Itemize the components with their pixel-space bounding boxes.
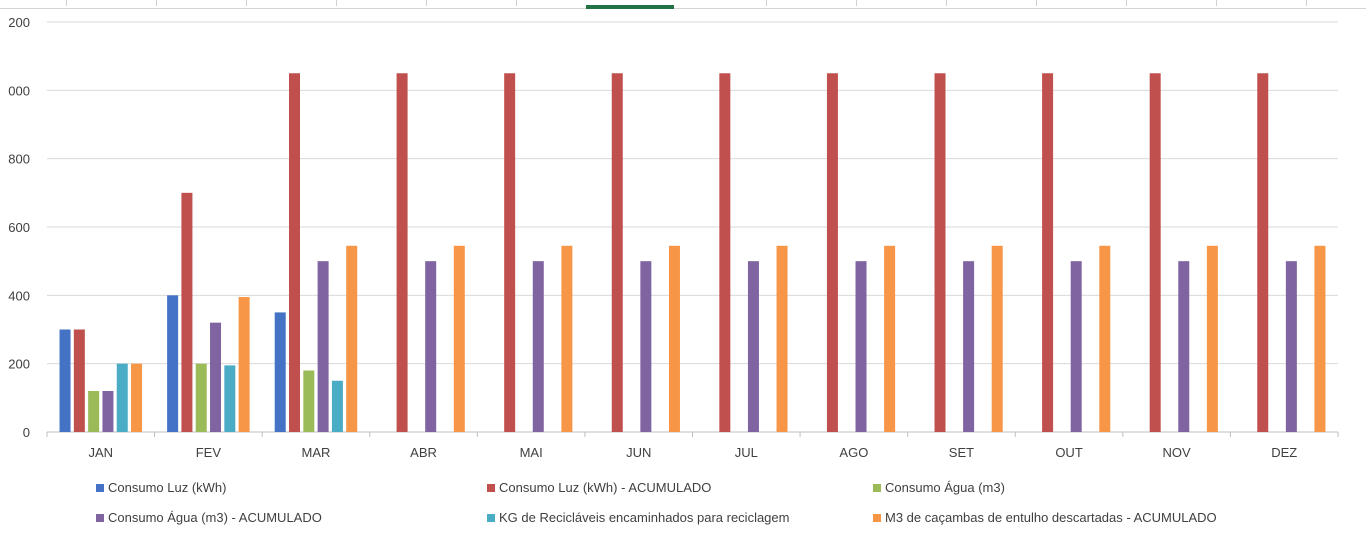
bar xyxy=(346,245,358,432)
y-tick-label: 400 xyxy=(8,288,30,303)
legend-swatch xyxy=(873,513,881,522)
bar xyxy=(195,363,207,432)
bar xyxy=(1285,261,1297,432)
active-sheet-marker xyxy=(586,5,674,9)
y-tick-label: 0 xyxy=(23,425,30,440)
bar-chart: 0 200 400 600 800 000 200 JAN FEV MAR ABR MAI JUN JU… xyxy=(8,15,1339,460)
legend-item: Consumo Luz (kWh) xyxy=(96,480,226,495)
bar xyxy=(1099,245,1111,432)
bar xyxy=(504,73,516,432)
legend-label: Consumo Água (m3) xyxy=(885,480,1005,495)
x-tick-label: JUL xyxy=(735,445,758,460)
y-tick-label: 800 xyxy=(8,152,30,167)
bar xyxy=(1070,261,1082,432)
legend-item: Consumo Água (m3) xyxy=(873,480,1005,495)
bar xyxy=(668,245,680,432)
x-tick-label: DEZ xyxy=(1271,445,1297,460)
bar xyxy=(73,329,85,432)
bar xyxy=(1257,73,1269,432)
bar xyxy=(884,245,896,432)
bar xyxy=(453,245,465,432)
bar xyxy=(131,363,143,432)
x-tick-label: MAI xyxy=(520,445,543,460)
legend-label: Consumo Luz (kWh) xyxy=(108,480,227,495)
x-axis-tick-labels: JAN FEV MAR ABR MAI JUN JUL AGO SET OUT NOV DEZ xyxy=(89,445,1298,460)
bar xyxy=(167,295,179,432)
bar xyxy=(317,261,329,432)
legend-label: Consumo Água (m3) - ACUMULADO xyxy=(108,510,322,525)
legend-item: KG de Recicláveis encaminhados para reci… xyxy=(487,510,789,525)
bar xyxy=(224,365,236,432)
bar xyxy=(776,245,788,432)
legend-label: Consumo Luz (kWh) - ACUMULADO xyxy=(499,480,712,495)
bar xyxy=(991,245,1003,432)
bar xyxy=(561,245,573,432)
bar xyxy=(1149,73,1161,432)
y-tick-label: 200 xyxy=(8,357,30,372)
bar xyxy=(289,73,301,432)
legend-swatch xyxy=(96,513,104,522)
x-tick-label: AGO xyxy=(839,445,868,460)
bar xyxy=(102,391,114,432)
legend-item: Consumo Água (m3) - ACUMULADO xyxy=(96,510,322,525)
chart-legend: Consumo Luz (kWh) Consumo Luz (kWh) - ACU… xyxy=(0,478,1366,534)
spreadsheet-header-strip xyxy=(0,0,1366,9)
bar xyxy=(331,380,343,432)
legend-label: KG de Recicláveis encaminhados para reci… xyxy=(499,510,790,525)
x-tick-label: MAR xyxy=(302,445,331,460)
x-tick-label: NOV xyxy=(1163,445,1192,460)
legend-item: M3 de caçambas de entulho descartadas - … xyxy=(873,510,1217,525)
chart-gridlines xyxy=(46,21,1339,437)
bar xyxy=(640,261,652,432)
bar xyxy=(116,363,128,432)
bar xyxy=(826,73,838,432)
bar xyxy=(532,261,544,432)
bar xyxy=(1206,245,1218,432)
y-tick-label: 000 xyxy=(8,83,30,98)
bar xyxy=(238,297,250,432)
legend-label: M3 de caçambas de entulho descartadas - … xyxy=(885,510,1217,525)
bar xyxy=(1178,261,1190,432)
bar xyxy=(396,73,408,432)
y-axis-tick-labels: 0 200 400 600 800 000 200 xyxy=(8,15,30,440)
legend-item: Consumo Luz (kWh) - ACUMULADO xyxy=(487,480,711,495)
bar xyxy=(88,391,100,432)
x-tick-label: ABR xyxy=(410,445,437,460)
bar xyxy=(1042,73,1054,432)
bar xyxy=(274,312,286,432)
bar xyxy=(425,261,437,432)
legend-swatch xyxy=(487,483,495,492)
bar xyxy=(747,261,759,432)
legend-swatch xyxy=(96,483,104,492)
x-tick-label: OUT xyxy=(1055,445,1083,460)
x-tick-label: FEV xyxy=(196,445,222,460)
bar xyxy=(1314,245,1326,432)
y-tick-label: 200 xyxy=(8,15,30,30)
bar xyxy=(181,192,193,432)
legend-swatch xyxy=(873,483,881,492)
bar xyxy=(303,370,315,432)
bar xyxy=(210,322,222,432)
x-tick-label: JAN xyxy=(89,445,114,460)
x-tick-label: JUN xyxy=(626,445,651,460)
bar xyxy=(611,73,623,432)
legend-swatch xyxy=(487,513,495,522)
x-tick-label: SET xyxy=(949,445,974,460)
bar xyxy=(855,261,867,432)
y-tick-label: 600 xyxy=(8,220,30,235)
bar xyxy=(963,261,975,432)
bar xyxy=(934,73,946,432)
chart-bars xyxy=(59,73,1326,432)
bar xyxy=(719,73,731,432)
bar xyxy=(59,329,71,432)
